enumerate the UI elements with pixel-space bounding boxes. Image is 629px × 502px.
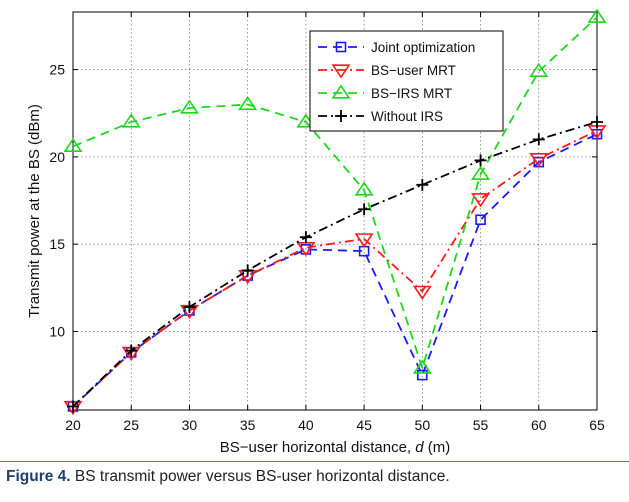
y-tick-label: 25 — [49, 62, 65, 78]
legend-label: Joint optimization — [371, 40, 475, 55]
data-point — [121, 113, 141, 128]
data-point — [591, 115, 603, 128]
series-line — [72, 16, 598, 372]
legend: Joint optimization BS−user MRT BS−IRS MRT W… — [309, 30, 504, 132]
y-tick-label: 10 — [49, 323, 65, 339]
x-axis-label-var: d — [415, 439, 424, 456]
data-point — [532, 133, 545, 146]
legend-swatch-marker — [335, 41, 347, 53]
x-axis-label: BS−user horizontal distance, d (m) — [220, 439, 451, 456]
caption-divider — [0, 461, 629, 462]
data-point — [67, 400, 79, 413]
x-axis-label-unit: (m) — [424, 439, 451, 456]
data-point — [412, 359, 432, 374]
data-point — [125, 344, 138, 357]
data-point — [241, 264, 254, 277]
legend-swatch-marker — [331, 64, 351, 79]
legend-label: Without IRS — [371, 109, 443, 124]
x-tick-label: 50 — [415, 417, 431, 433]
x-tick-label: 45 — [356, 417, 372, 433]
x-tick-label: 40 — [298, 417, 314, 433]
data-point — [587, 8, 607, 23]
data-point — [412, 285, 432, 300]
x-axis-label-text: BS−user horizontal distance, — [220, 439, 416, 456]
y-axis-label: Transmit power at the BS (dBm) — [26, 104, 43, 318]
x-tick-label: 20 — [65, 417, 81, 433]
data-point — [354, 181, 374, 196]
data-point — [183, 301, 196, 314]
data-point — [417, 369, 428, 381]
x-tick-label: 60 — [531, 417, 547, 433]
data-point — [475, 214, 486, 226]
data-point — [529, 153, 549, 168]
series-line — [72, 129, 598, 408]
plot-frame — [72, 11, 598, 411]
y-tick-label: 20 — [49, 149, 65, 165]
series-2 — [63, 8, 607, 374]
x-tick-label: 65 — [589, 417, 605, 433]
legend-label: BS−user MRT — [371, 63, 456, 78]
ticks: 20 25 30 35 40 45 50 55 60 65 10 15 20 25 — [49, 12, 605, 433]
data-point — [358, 203, 371, 216]
x-tick-label: 35 — [240, 417, 256, 433]
legend-swatch-marker — [335, 110, 347, 122]
legend-label: BS−IRS MRT — [371, 86, 452, 101]
series-line — [72, 121, 598, 408]
figure-caption-text: BS transmit power versus BS-user horizon… — [70, 468, 450, 485]
series-layer — [63, 8, 607, 416]
data-point — [416, 178, 429, 191]
data-point — [238, 95, 258, 111]
data-point — [354, 233, 374, 248]
data-point — [529, 62, 549, 77]
data-point — [179, 99, 199, 114]
data-point — [299, 231, 312, 244]
chart: 20 25 30 35 40 45 50 55 60 65 10 15 20 25 Joint optim… — [26, 8, 607, 456]
figure-caption-label: Figure 4. — [6, 468, 71, 485]
y-tick-label: 15 — [49, 236, 65, 252]
data-point — [471, 193, 491, 208]
data-point — [63, 137, 83, 153]
data-point — [471, 165, 491, 180]
x-tick-label: 25 — [123, 417, 139, 433]
legend-box — [309, 30, 504, 132]
series-3 — [67, 115, 603, 413]
x-tick-label: 55 — [473, 417, 489, 433]
x-tick-label: 30 — [182, 417, 198, 433]
data-point — [474, 154, 487, 167]
legend-swatch-marker — [331, 84, 351, 99]
grid — [73, 12, 597, 410]
figure-caption: Figure 4. BS transmit power versus BS-us… — [6, 468, 450, 486]
